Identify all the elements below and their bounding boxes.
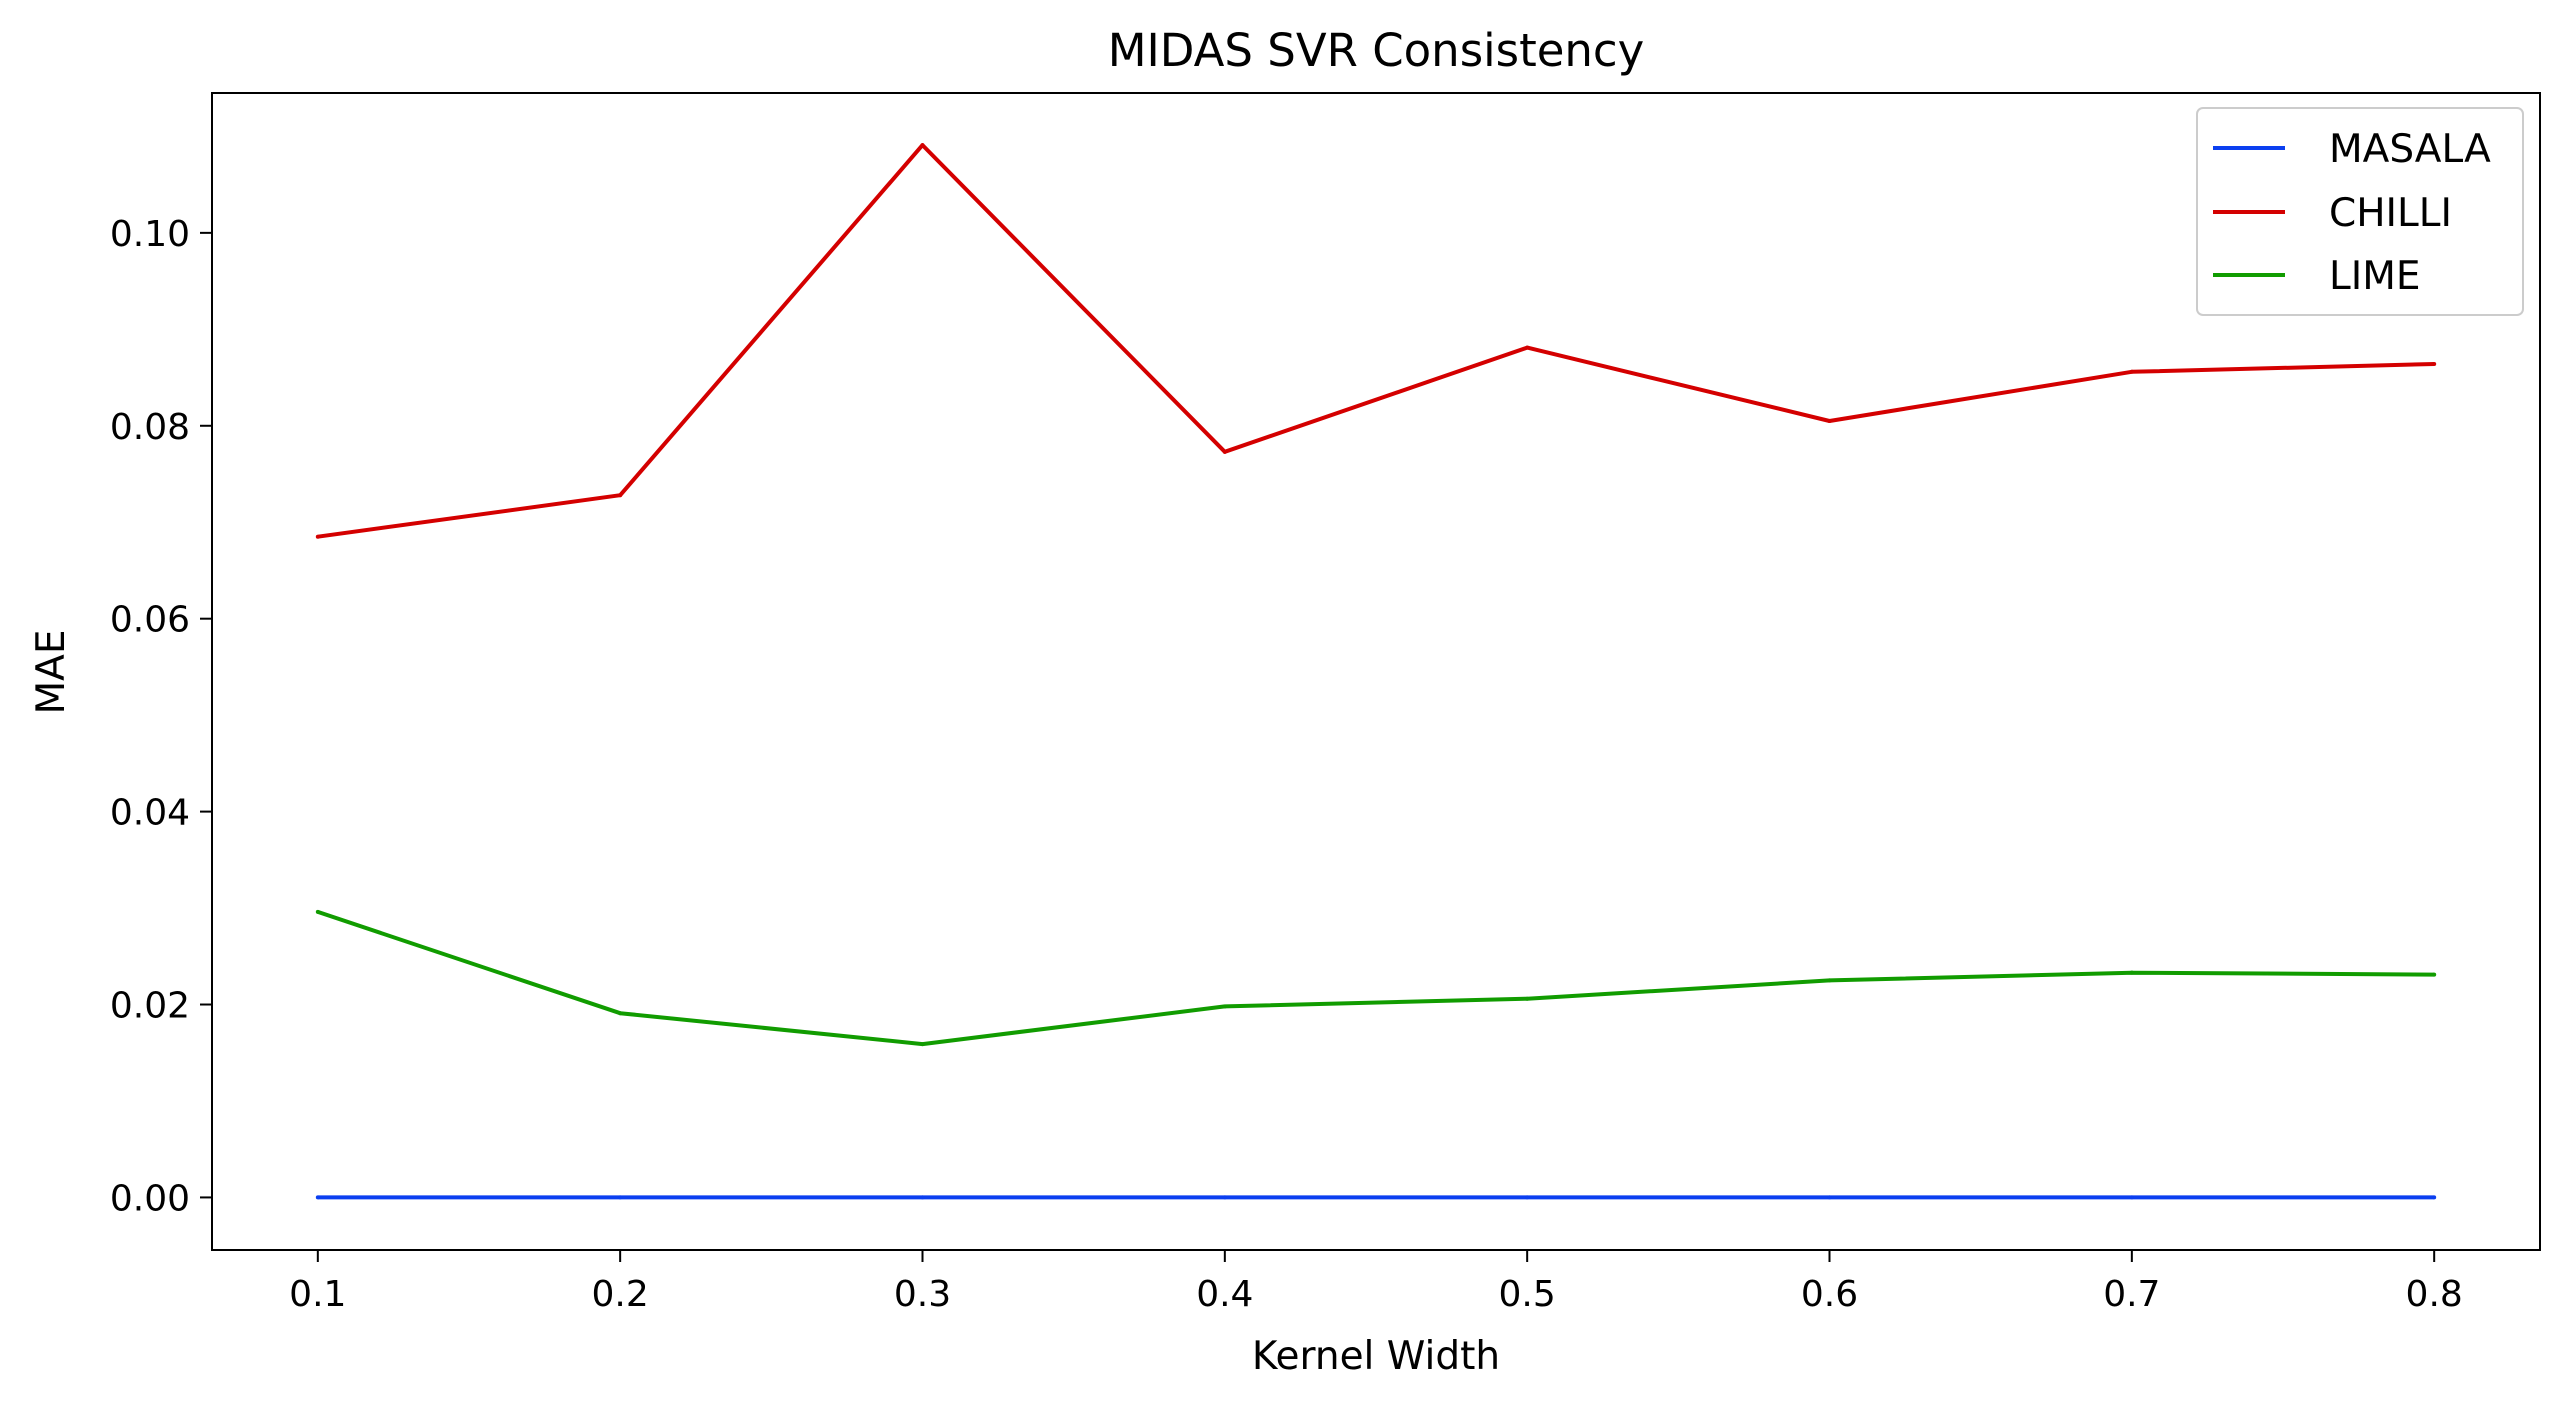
- data-point-masala: [618, 1195, 623, 1200]
- data-point-chilli: [1525, 345, 1530, 350]
- data-point-lime: [1222, 1004, 1227, 1009]
- data-point-lime: [315, 909, 320, 914]
- data-point-masala: [1827, 1195, 1832, 1200]
- data-point-chilli: [2129, 369, 2134, 374]
- x-tick-label: 0.2: [592, 1274, 649, 1315]
- data-point-masala: [315, 1195, 320, 1200]
- y-tick-label: 0.02: [110, 986, 190, 1027]
- data-point-masala: [2432, 1195, 2437, 1200]
- series-line-lime: [317, 910, 2435, 1047]
- data-point-chilli: [920, 143, 925, 148]
- y-axis-ticks: 0.00 0.02 0.04 0.06 0.08 0.10: [110, 214, 212, 1219]
- data-point-chilli: [1827, 418, 1832, 423]
- data-point-lime: [1827, 978, 1832, 983]
- data-point-masala: [920, 1195, 925, 1200]
- data-point-lime: [1525, 996, 1530, 1001]
- plot-frame: [211, 92, 2541, 1251]
- y-tick-label: 0.08: [110, 407, 190, 448]
- chart-title: MIDAS SVR Consistency: [1108, 24, 1645, 77]
- x-tick-label: 0.6: [1801, 1274, 1858, 1315]
- data-point-chilli: [618, 493, 623, 498]
- data-point-chilli: [2432, 362, 2437, 367]
- data-point-masala: [1222, 1195, 1227, 1200]
- data-point-lime: [618, 1011, 623, 1016]
- data-point-chilli: [1222, 449, 1227, 454]
- data-point-lime: [2432, 972, 2437, 977]
- x-axis-ticks: 0.1 0.2 0.3 0.4 0.5 0.6 0.7 0.8: [289, 1250, 2463, 1315]
- legend-label-lime: LIME: [2329, 254, 2421, 299]
- y-tick-label: 0.04: [110, 793, 190, 834]
- data-point-masala: [1525, 1195, 1530, 1200]
- x-tick-label: 0.8: [2406, 1274, 2463, 1315]
- x-tick-label: 0.4: [1196, 1274, 1253, 1315]
- x-tick-label: 0.5: [1499, 1274, 1556, 1315]
- legend: MASALA CHILLI LIME: [2196, 107, 2524, 316]
- y-tick-label: 0.00: [110, 1178, 190, 1219]
- data-point-masala: [2129, 1195, 2134, 1200]
- y-tick-label: 0.10: [110, 214, 190, 255]
- y-axis-label: MAE: [29, 630, 74, 715]
- legend-box: [2196, 107, 2524, 316]
- data-point-chilli: [315, 534, 320, 539]
- legend-label-masala: MASALA: [2329, 127, 2491, 172]
- data-point-lime: [920, 1042, 925, 1047]
- x-tick-label: 0.1: [289, 1274, 346, 1315]
- series-group: [315, 143, 2437, 1200]
- legend-label-chilli: CHILLI: [2329, 191, 2452, 236]
- x-tick-label: 0.7: [2103, 1274, 2160, 1315]
- x-axis-label: Kernel Width: [1252, 1334, 1500, 1379]
- data-point-lime: [2129, 970, 2134, 975]
- series-line-chilli: [317, 143, 2435, 539]
- y-tick-label: 0.06: [110, 600, 190, 641]
- x-tick-label: 0.3: [894, 1274, 951, 1315]
